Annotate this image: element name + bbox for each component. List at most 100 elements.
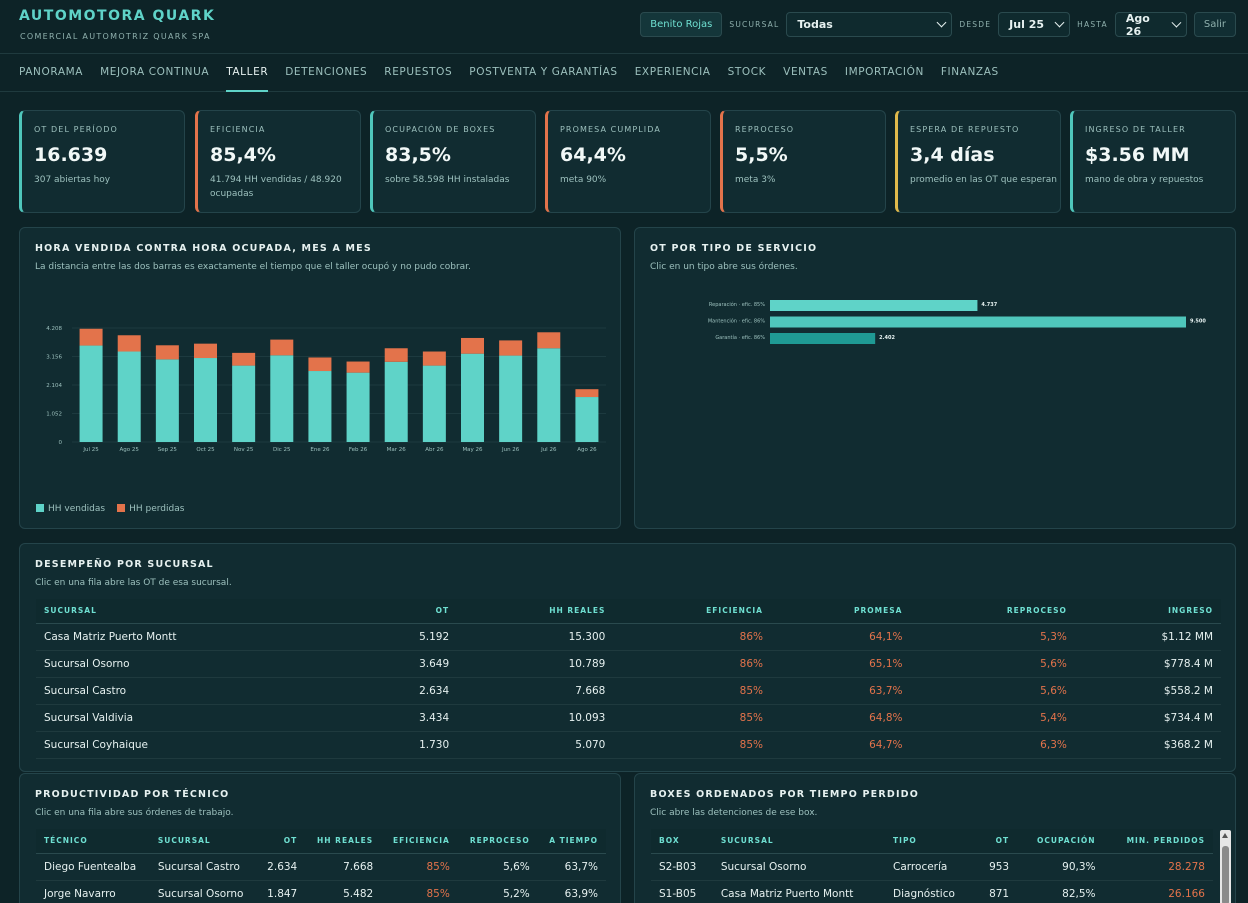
kpi-sub: mano de obra y repuestos <box>1085 175 1204 185</box>
service-bar[interactable] <box>770 300 978 311</box>
col-header[interactable]: OT <box>256 829 306 854</box>
tab-postventa[interactable]: POSTVENTA Y GARANTÍAS <box>469 66 618 78</box>
kpi-label: INGRESO DE TALLER <box>1085 125 1186 134</box>
tab-stock[interactable]: STOCK <box>727 66 767 78</box>
col-header[interactable]: MIN. PERDIDOS <box>1103 829 1213 854</box>
col-header[interactable]: TÉCNICO <box>36 829 150 854</box>
sucursal-select[interactable]: Todas <box>786 12 953 37</box>
table-row[interactable]: S2-B03 Sucursal Osorno Carrocería 953 90,3% 2… <box>651 853 1213 881</box>
col-header[interactable]: SUCURSAL <box>149 829 257 854</box>
table-row[interactable]: Jorge Navarro Sucursal Osorno 1.847 5.482 85… <box>36 880 606 903</box>
category-label: Garantía · efic. 86% <box>715 334 765 341</box>
table-cell: 5.192 <box>357 623 458 651</box>
bar-sold <box>422 365 446 442</box>
bar-sold <box>117 351 141 442</box>
service-bar[interactable] <box>770 333 876 344</box>
y-tick-label: 1.052 <box>46 412 62 418</box>
table-cell: 5,2% <box>457 880 538 903</box>
service-bar[interactable] <box>770 316 1186 328</box>
tab-panorama[interactable]: PANORAMA <box>19 66 84 78</box>
hasta-select-value: Ago 26 <box>1125 11 1150 38</box>
bar-sold <box>308 371 332 442</box>
category-label: Reparación · efic. 85% <box>709 301 765 308</box>
col-header[interactable]: HH REALES <box>457 599 614 624</box>
scrollbar-thumb[interactable] <box>1222 846 1229 903</box>
x-tick-label: Ene 26 <box>310 447 330 453</box>
table-cell: 85% <box>613 677 771 705</box>
table-cell: 15.300 <box>457 623 614 651</box>
table-row[interactable]: Casa Matriz Puerto Montt 5.192 15.300 86% 64… <box>36 623 1221 651</box>
kpi-value: 83,5% <box>385 144 451 166</box>
table-cell: $558.2 M <box>1074 677 1221 705</box>
col-header[interactable]: REPROCESO <box>457 829 538 854</box>
legend-item-lost[interactable]: HH perdidas <box>117 504 184 514</box>
hasta-select[interactable]: Ago 26 <box>1114 11 1187 38</box>
kpi-label: REPROCESO <box>735 125 795 134</box>
tecnicos-table-card: PRODUCTIVIDAD POR TÉCNICO Clic en una fi… <box>19 773 621 903</box>
table-cell: 3.649 <box>357 650 458 678</box>
col-header[interactable]: INGRESO <box>1074 599 1221 624</box>
logout-button[interactable]: Salir <box>1193 12 1236 37</box>
tab-taller[interactable]: TALLER <box>226 54 269 92</box>
bar-sold <box>575 397 599 442</box>
kpi-value: 3,4 días <box>910 144 995 166</box>
table-row[interactable]: Sucursal Coyhaique 1.730 5.070 85% 64,7% 6,3%… <box>36 731 1221 759</box>
kpi-card-ot: OT DEL PERÍODO 16.639 307 abiertas hoy <box>19 110 185 213</box>
col-header[interactable]: REPROCESO <box>910 599 1075 624</box>
desde-select[interactable]: Jul 25 <box>998 12 1071 37</box>
table-cell: 85% <box>381 880 458 903</box>
table-cell: Diego Fuentealba <box>36 853 150 881</box>
table-row[interactable]: S1-B05 Casa Matriz Puerto Montt Diagnóstic… <box>651 880 1213 903</box>
table-row[interactable]: Sucursal Castro 2.634 7.668 85% 63,7% 5,6% $55… <box>36 677 1221 705</box>
tab-importacion[interactable]: IMPORTACIÓN <box>844 66 924 78</box>
y-tick-label: 2.104 <box>46 383 62 389</box>
bar-lost <box>79 328 103 346</box>
scroll-up-icon[interactable] <box>1222 833 1228 838</box>
col-header[interactable]: OCUPACIÓN <box>1017 829 1104 854</box>
chevron-down-icon <box>1054 17 1065 28</box>
kpi-label: OCUPACIÓN DE BOXES <box>385 125 496 134</box>
tab-ventas[interactable]: VENTAS <box>783 66 828 78</box>
service-hbar-chart: Reparación · efic. 85% 4.737 Mantención · … <box>708 300 1206 344</box>
table-cell: S1-B05 <box>651 880 713 903</box>
tab-finanzas[interactable]: FINANZAS <box>940 66 999 78</box>
tab-mejora-continua[interactable]: MEJORA CONTINUA <box>100 66 210 78</box>
col-header[interactable]: SUCURSAL <box>36 599 358 624</box>
bar-lost <box>232 352 256 366</box>
section-title: BOXES ORDENADOS POR TIEMPO PERDIDO <box>650 789 920 800</box>
tab-repuestos[interactable]: REPUESTOS <box>384 66 453 78</box>
table-row[interactable]: Diego Fuentealba Sucursal Castro 2.634 7.66… <box>36 853 606 881</box>
legend-item-sold[interactable]: HH vendidas <box>36 504 105 514</box>
table-row[interactable]: Sucursal Valdivia 3.434 10.093 85% 64,8% 5,4%… <box>36 704 1221 732</box>
tab-experiencia[interactable]: EXPERIENCIA <box>634 66 711 78</box>
col-header[interactable]: EFICIENCIA <box>613 599 771 624</box>
kpi-value: 85,4% <box>210 144 276 166</box>
kpi-sub: 41.794 HH vendidas / 48.920 ocupadas <box>210 175 342 199</box>
kpi-card-eficiencia: EFICIENCIA 85,4% 41.794 HH vendidas / 48… <box>195 110 361 213</box>
table-cell: 5,3% <box>910 623 1075 651</box>
table-row[interactable]: Sucursal Osorno 3.649 10.789 86% 65,1% 5,6% $7… <box>36 650 1221 678</box>
bar-sold <box>346 372 370 442</box>
col-header[interactable]: OT <box>975 829 1018 854</box>
table-cell: 85% <box>381 853 458 881</box>
col-header[interactable]: A TIEMPO <box>537 829 606 854</box>
col-header[interactable]: SUCURSAL <box>712 829 886 854</box>
tab-detenciones[interactable]: DETENCIONES <box>285 66 368 78</box>
scrollbar[interactable] <box>1220 830 1231 903</box>
col-header[interactable]: TIPO <box>885 829 976 854</box>
col-header[interactable]: OT <box>357 599 458 624</box>
col-header[interactable]: HH REALES <box>305 829 382 854</box>
col-header[interactable]: PROMESA <box>771 599 911 624</box>
table-cell: 64,7% <box>771 731 911 759</box>
col-header[interactable]: BOX <box>651 829 713 854</box>
table-cell: $368.2 M <box>1074 731 1221 759</box>
category-label: Mantención · efic. 86% <box>708 318 765 325</box>
table-cell: 871 <box>975 880 1018 903</box>
y-tick-label: 3.156 <box>46 355 62 361</box>
table-cell: 10.789 <box>457 650 614 678</box>
table-cell: 5,4% <box>910 704 1075 732</box>
col-header[interactable]: EFICIENCIA <box>381 829 458 854</box>
hasta-label: HASTA <box>1077 20 1108 29</box>
user-button[interactable]: Benito Rojas <box>640 12 723 37</box>
table-cell: Casa Matriz Puerto Montt <box>712 880 886 903</box>
